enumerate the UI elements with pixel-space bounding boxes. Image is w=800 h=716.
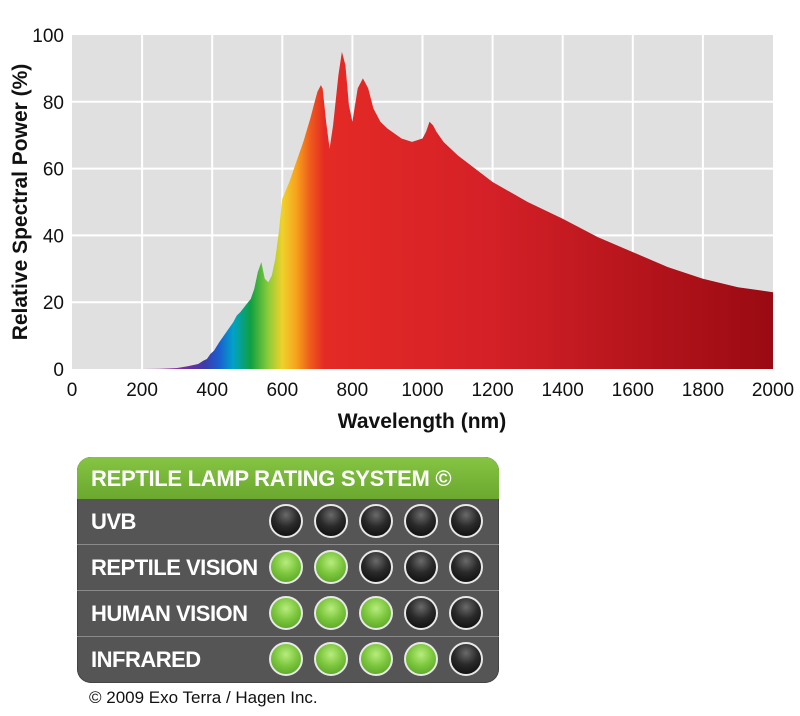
spectral-power-area (142, 51, 774, 369)
rating-rows: UVB REPTILE VISION HUMAN VISION INFRARED (77, 499, 499, 682)
y-axis-title: Relative Spectral Power (%) (9, 64, 32, 341)
y-tick-label: 0 (53, 360, 64, 381)
rating-dot-on-icon (359, 596, 393, 630)
rating-dot-on-icon (269, 642, 303, 676)
rating-row-label: INFRARED (91, 646, 201, 672)
rating-dot-on-icon (314, 550, 348, 584)
y-tick-label: 100 (32, 26, 64, 47)
rating-dot-off-icon (404, 504, 438, 538)
rating-dot-off-icon (449, 596, 483, 630)
rating-dot-off-icon (359, 504, 393, 538)
rating-dot-on-icon (314, 642, 348, 676)
rating-dots (269, 596, 483, 630)
rating-dot-on-icon (359, 642, 393, 676)
rating-dots (269, 642, 483, 676)
rating-dot-on-icon (314, 596, 348, 630)
x-axis-ticks: 0 200 400 600 800 1000 1200 1400 1600 1800 2000 (67, 380, 794, 401)
rating-row: UVB (77, 499, 499, 544)
copyright-notice: © 2009 Exo Terra / Hagen Inc. (89, 688, 318, 707)
rating-dot-off-icon (404, 596, 438, 630)
rating-dot-on-icon (269, 550, 303, 584)
rating-row: INFRARED (77, 636, 499, 682)
x-tick-label: 1400 (542, 380, 584, 401)
reptile-lamp-rating-panel: REPTILE LAMP RATING SYSTEM © UVB REPTILE … (77, 457, 499, 683)
x-tick-label: 0 (67, 380, 78, 401)
rating-row-label: UVB (91, 508, 136, 534)
rating-row-label: REPTILE VISION (91, 554, 258, 580)
x-tick-label: 400 (196, 380, 228, 401)
x-tick-label: 1000 (401, 380, 443, 401)
x-tick-label: 200 (126, 380, 158, 401)
rating-panel-header: REPTILE LAMP RATING SYSTEM © (77, 457, 499, 499)
rating-dot-off-icon (449, 550, 483, 584)
rating-dot-off-icon (269, 504, 303, 538)
rating-dots (269, 550, 483, 584)
y-axis-ticks: 0 20 40 60 80 100 (32, 26, 64, 381)
rating-dot-off-icon (449, 642, 483, 676)
rating-dot-off-icon (404, 550, 438, 584)
rating-row: REPTILE VISION (77, 544, 499, 590)
rating-dot-on-icon (269, 596, 303, 630)
x-tick-label: 1600 (612, 380, 654, 401)
y-tick-label: 80 (43, 93, 64, 114)
y-tick-label: 40 (43, 226, 64, 247)
x-tick-label: 1800 (682, 380, 724, 401)
y-tick-label: 20 (43, 293, 64, 314)
rating-row: HUMAN VISION (77, 590, 499, 636)
x-tick-label: 600 (266, 380, 298, 401)
rating-dot-off-icon (314, 504, 348, 538)
rating-dot-off-icon (449, 504, 483, 538)
x-axis-title: Wavelength (nm) (338, 410, 506, 433)
rating-dots (269, 504, 483, 538)
rating-row-label: HUMAN VISION (91, 600, 248, 626)
rating-dot-off-icon (359, 550, 393, 584)
x-tick-label: 800 (337, 380, 369, 401)
y-tick-label: 60 (43, 160, 64, 181)
rating-dot-on-icon (404, 642, 438, 676)
spectral-power-chart: 0 200 400 600 800 1000 1200 1400 1600 1800 2000 0 2… (9, 26, 794, 433)
x-tick-label: 2000 (752, 380, 794, 401)
x-tick-label: 1200 (471, 380, 513, 401)
